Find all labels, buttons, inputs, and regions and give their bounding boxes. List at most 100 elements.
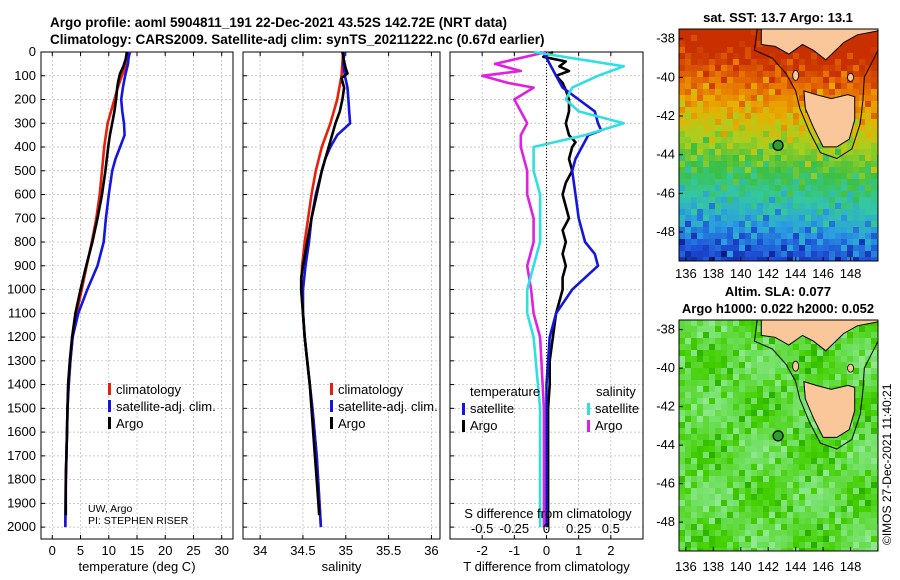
map-cell [757, 476, 763, 482]
map-cell [805, 47, 811, 53]
map-cell [793, 125, 799, 131]
map-cell [679, 428, 685, 434]
map-cell [835, 167, 841, 173]
map-y-tick-label: -44 [656, 437, 675, 452]
map-cell [751, 119, 757, 125]
map-cell [763, 83, 769, 89]
flinders-island [847, 363, 854, 373]
map-cell [853, 239, 859, 245]
map-cell [721, 149, 727, 155]
map-cell [871, 131, 877, 137]
map-cell [691, 221, 697, 227]
map-cell [787, 518, 793, 524]
map-cell [739, 197, 745, 203]
map-cell [769, 398, 775, 404]
map-cell [805, 476, 811, 482]
y-tick-label: 100 [14, 68, 36, 83]
map-cell [715, 530, 721, 536]
map-cell [775, 488, 781, 494]
map-cell [721, 386, 727, 392]
map-cell [727, 161, 733, 167]
map-cell [769, 434, 775, 440]
map-cell [715, 131, 721, 137]
map-cell [697, 185, 703, 191]
map-cell [775, 59, 781, 65]
map-cell [817, 191, 823, 197]
map-cell [823, 251, 829, 257]
map-cell [769, 257, 775, 261]
map-cell [685, 404, 691, 410]
map-cell [709, 410, 715, 416]
map-cell [865, 155, 871, 161]
map-cell [829, 257, 835, 261]
map-cell [811, 155, 817, 161]
map-cell [787, 65, 793, 71]
map-cell [727, 530, 733, 536]
map-cell [721, 125, 727, 131]
map-cell [685, 35, 691, 41]
map-cell [757, 113, 763, 119]
map-cell [793, 161, 799, 167]
map-cell [703, 470, 709, 476]
map-cell [739, 536, 745, 542]
map-cell [865, 101, 871, 107]
map-cell [781, 185, 787, 191]
map-cell [733, 434, 739, 440]
map-cell [865, 245, 871, 251]
map-cell [829, 518, 835, 524]
map-cell [721, 245, 727, 251]
map-cell [859, 362, 865, 368]
map-cell [799, 143, 805, 149]
map-cell [685, 548, 691, 551]
map-cell [781, 83, 787, 89]
map-cell [751, 215, 757, 221]
map-cell [751, 446, 757, 452]
map-cell [805, 530, 811, 536]
map-cell [739, 149, 745, 155]
map-cell [829, 173, 835, 179]
map-cell [847, 482, 853, 488]
map-cell [703, 83, 709, 89]
map-cell [799, 47, 805, 53]
map-cell [715, 434, 721, 440]
map-cell [793, 392, 799, 398]
map-cell [709, 434, 715, 440]
map-cell [751, 77, 757, 83]
map-cell [697, 77, 703, 83]
map-cell [697, 362, 703, 368]
series-line-t-satellite [542, 51, 603, 528]
map-cell [757, 143, 763, 149]
map-cell [751, 482, 757, 488]
map-cell [691, 245, 697, 251]
sla-map-title-2: Argo h1000: 0.022 h2000: 0.052 [682, 301, 874, 316]
map-cell [697, 506, 703, 512]
map-cell [871, 494, 877, 500]
map-cell [847, 356, 853, 362]
map-cell [841, 452, 847, 458]
map-cell [805, 131, 811, 137]
map-cell [787, 89, 793, 95]
map-cell [733, 452, 739, 458]
map-cell [691, 77, 697, 83]
map-cell [811, 215, 817, 221]
map-cell [799, 524, 805, 530]
map-cell [835, 221, 841, 227]
map-cell [739, 362, 745, 368]
map-cell [787, 344, 793, 350]
map-cell [769, 149, 775, 155]
map-cell [739, 65, 745, 71]
map-cell [769, 107, 775, 113]
map-cell [763, 434, 769, 440]
map-cell [763, 113, 769, 119]
map-cell [805, 506, 811, 512]
map-cell [853, 107, 859, 113]
map-cell [709, 47, 715, 53]
map-cell [781, 101, 787, 107]
map-cell [757, 161, 763, 167]
map-cell [817, 374, 823, 380]
map-cell [691, 59, 697, 65]
map-cell [745, 392, 751, 398]
map-cell [853, 173, 859, 179]
map-cell [793, 83, 799, 89]
map-cell [679, 338, 685, 344]
